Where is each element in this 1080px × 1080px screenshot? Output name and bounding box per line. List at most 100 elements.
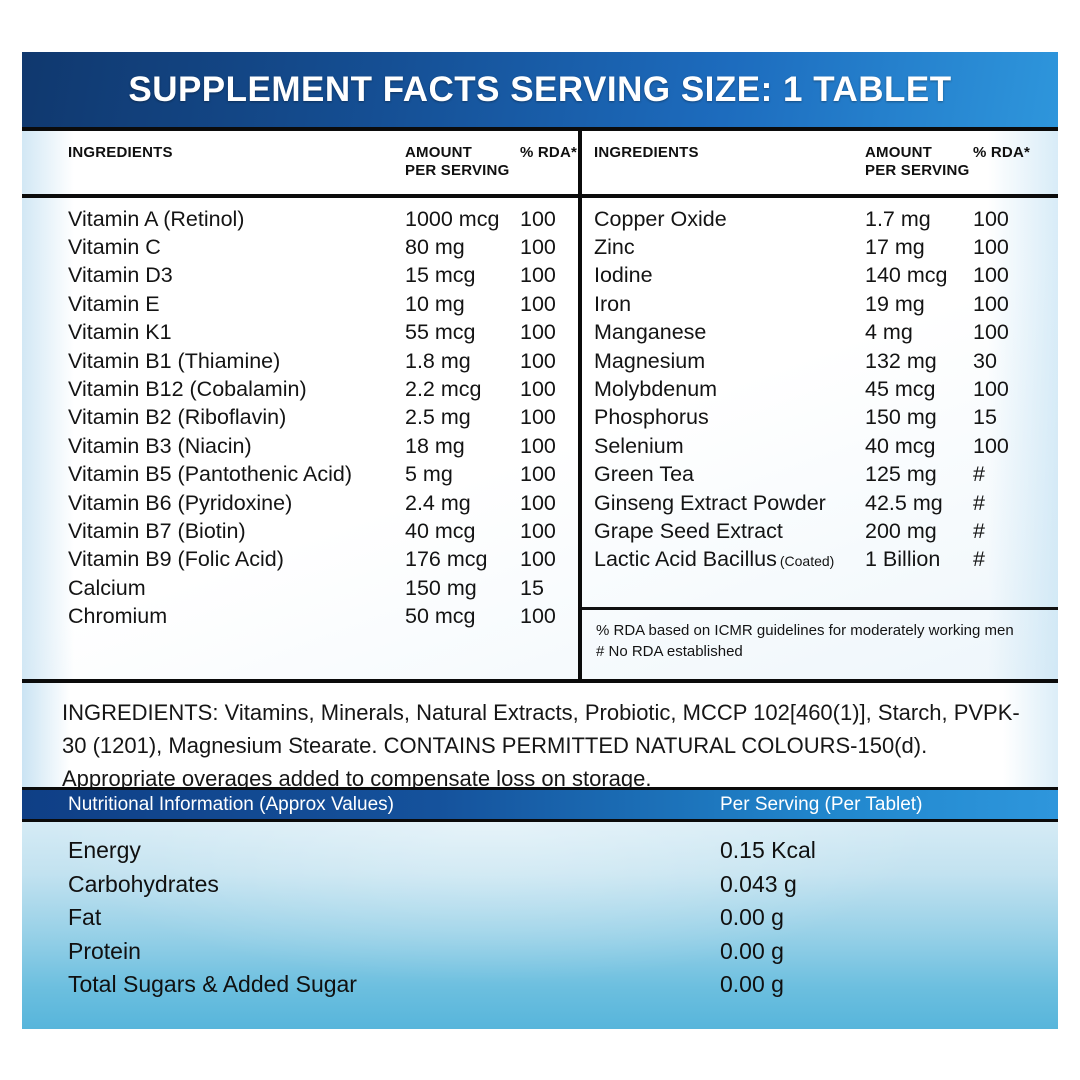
ingredient-amount: 2.5 mg	[405, 405, 471, 430]
ingredient-name: Grape Seed Extract	[594, 518, 783, 543]
ingredient-rda: #	[973, 462, 985, 487]
nutrition-label: Carbohydrates	[68, 870, 219, 897]
ingredient-row: Zinc 17 mg 100	[582, 233, 1058, 261]
ingredient-rows-left: Vitamin A (Retinol) 1000 mcg 100 Vitamin…	[22, 198, 578, 636]
nutrition-header-right: Per Serving (Per Tablet)	[720, 793, 923, 815]
ingredient-amount: 15 mcg	[405, 263, 476, 288]
ingredient-rda: #	[973, 490, 985, 515]
ingredient-name: Lactic Acid Bacillus (Coated)	[594, 547, 835, 572]
header-amount-per-serving: AMOUNT PER SERVING	[405, 144, 510, 179]
ingredient-amount: 40 mcg	[865, 433, 936, 458]
nutrition-value: 0.00 g	[720, 904, 784, 931]
ingredient-rda: 100	[520, 291, 556, 316]
nutrition-label: Protein	[68, 937, 141, 964]
ingredient-rda: 100	[973, 263, 1009, 288]
ingredient-amount: 10 mg	[405, 291, 465, 316]
ingredient-row: Vitamin B2 (Riboflavin) 2.5 mg 100	[22, 404, 578, 432]
ingredient-rda: 100	[973, 206, 1009, 231]
ingredient-row: Chromium 50 mcg 100	[22, 602, 578, 630]
nutrition-row: Carbohydrates 0.043 g	[22, 868, 1058, 902]
ingredient-rda: 100	[520, 462, 556, 487]
nutrition-value: 0.043 g	[720, 870, 797, 897]
ingredient-rda: #	[973, 547, 985, 572]
ingredient-rda: 100	[973, 235, 1009, 260]
rda-footnote: % RDA based on ICMR guidelines for moder…	[582, 607, 1058, 679]
ingredient-amount: 140 mcg	[865, 263, 948, 288]
column-header-left: INGREDIENTS AMOUNT PER SERVING % RDA*	[22, 131, 578, 198]
ingredient-rda: 30	[973, 348, 997, 373]
ingredient-amount: 80 mg	[405, 235, 465, 260]
ingredient-row: Vitamin K1 55 mcg 100	[22, 319, 578, 347]
nutrition-value: 0.00 g	[720, 971, 784, 998]
ingredient-name: Vitamin D3	[68, 263, 173, 288]
ingredient-row: Vitamin D3 15 mcg 100	[22, 262, 578, 290]
ingredient-row: Vitamin B1 (Thiamine) 1.8 mg 100	[22, 347, 578, 375]
ingredient-rda: 100	[520, 206, 556, 231]
ingredient-amount: 176 mcg	[405, 547, 488, 572]
ingredient-amount: 1000 mcg	[405, 206, 500, 231]
ingredient-rda: 15	[973, 405, 997, 430]
nutrition-header-bar: Nutritional Information (Approx Values) …	[22, 787, 1058, 822]
header-rda: % RDA*	[520, 144, 578, 161]
nutrition-row: Energy 0.15 Kcal	[22, 834, 1058, 868]
nutrition-table: Energy 0.15 Kcal Carbohydrates 0.043 g F…	[22, 822, 1058, 1029]
ingredient-row: Calcium 150 mg 15	[22, 574, 578, 602]
ingredient-name: Molybdenum	[594, 377, 718, 402]
ingredient-amount: 2.4 mg	[405, 490, 471, 515]
ingredient-row: Magnesium 132 mg 30	[582, 347, 1058, 375]
ingredient-rda: 100	[520, 518, 556, 543]
ingredient-row: Vitamin E 10 mg 100	[22, 290, 578, 318]
ingredient-amount: 1.7 mg	[865, 206, 931, 231]
ingredient-name: Vitamin B1 (Thiamine)	[68, 348, 281, 373]
ingredient-name: Vitamin B7 (Biotin)	[68, 518, 246, 543]
ingredient-row: Green Tea 125 mg #	[582, 461, 1058, 489]
header-ingredients: INGREDIENTS	[68, 144, 173, 161]
nutrition-value: 0.15 Kcal	[720, 837, 816, 864]
column-header-right: INGREDIENTS AMOUNT PER SERVING % RDA*	[582, 131, 1058, 198]
footnote-line-2: # No RDA established	[596, 643, 743, 660]
ingredient-name: Vitamin C	[68, 235, 161, 260]
ingredient-row: Vitamin B12 (Cobalamin) 2.2 mcg 100	[22, 375, 578, 403]
title-text: SUPPLEMENT FACTS SERVING SIZE: 1 TABLET	[128, 69, 952, 109]
ingredient-amount: 40 mcg	[405, 518, 476, 543]
ingredient-name: Vitamin K1	[68, 320, 172, 345]
ingredient-name: Chromium	[68, 604, 168, 629]
ingredient-name: Calcium	[68, 575, 146, 600]
ingredient-amount: 55 mcg	[405, 320, 476, 345]
ingredient-name: Magnesium	[594, 348, 706, 373]
footnote-line-1: % RDA based on ICMR guidelines for moder…	[596, 622, 1014, 639]
ingredient-name-note: (Coated)	[779, 553, 835, 570]
nutrition-header-left: Nutritional Information (Approx Values)	[68, 793, 394, 815]
ingredient-name: Vitamin B12 (Cobalamin)	[68, 377, 307, 402]
facts-column-right: INGREDIENTS AMOUNT PER SERVING % RDA* Co…	[578, 131, 1058, 679]
ingredient-row: Vitamin B9 (Folic Acid) 176 mcg 100	[22, 546, 578, 574]
ingredient-row: Grape Seed Extract 200 mg #	[582, 517, 1058, 545]
ingredient-rda: 100	[520, 377, 556, 402]
ingredient-row: Vitamin B5 (Pantothenic Acid) 5 mg 100	[22, 461, 578, 489]
ingredient-row: Manganese 4 mg 100	[582, 319, 1058, 347]
ingredient-rda: 100	[520, 263, 556, 288]
nutrition-label: Fat	[68, 904, 102, 931]
ingredient-name: Ginseng Extract Powder	[594, 490, 826, 515]
ingredient-amount: 45 mcg	[865, 377, 936, 402]
ingredient-row: Iron 19 mg 100	[582, 290, 1058, 318]
ingredient-rda: 100	[520, 320, 556, 345]
ingredient-rda: 100	[520, 490, 556, 515]
header-rda: % RDA*	[973, 144, 1031, 161]
ingredient-amount: 18 mg	[405, 433, 465, 458]
ingredient-row: Lactic Acid Bacillus (Coated) 1 Billion #	[582, 546, 1058, 574]
ingredient-row: Phosphorus 150 mg 15	[582, 404, 1058, 432]
ingredient-amount: 19 mg	[865, 291, 925, 316]
ingredient-name: Copper Oxide	[594, 206, 727, 231]
facts-column-left: INGREDIENTS AMOUNT PER SERVING % RDA* Vi…	[22, 131, 578, 679]
ingredient-name: Vitamin B2 (Riboflavin)	[68, 405, 287, 430]
ingredient-name: Vitamin B5 (Pantothenic Acid)	[68, 462, 353, 487]
ingredient-amount: 1.8 mg	[405, 348, 471, 373]
ingredient-name: Vitamin B6 (Pyridoxine)	[68, 490, 293, 515]
ingredient-name: Iron	[594, 291, 632, 316]
ingredient-rda: 100	[973, 320, 1009, 345]
ingredients-statement: INGREDIENTS: Vitamins, Minerals, Natural…	[22, 683, 1058, 791]
ingredient-name: Vitamin B9 (Folic Acid)	[68, 547, 284, 572]
facts-table: INGREDIENTS AMOUNT PER SERVING % RDA* Vi…	[22, 127, 1058, 683]
ingredient-rda: 100	[520, 348, 556, 373]
